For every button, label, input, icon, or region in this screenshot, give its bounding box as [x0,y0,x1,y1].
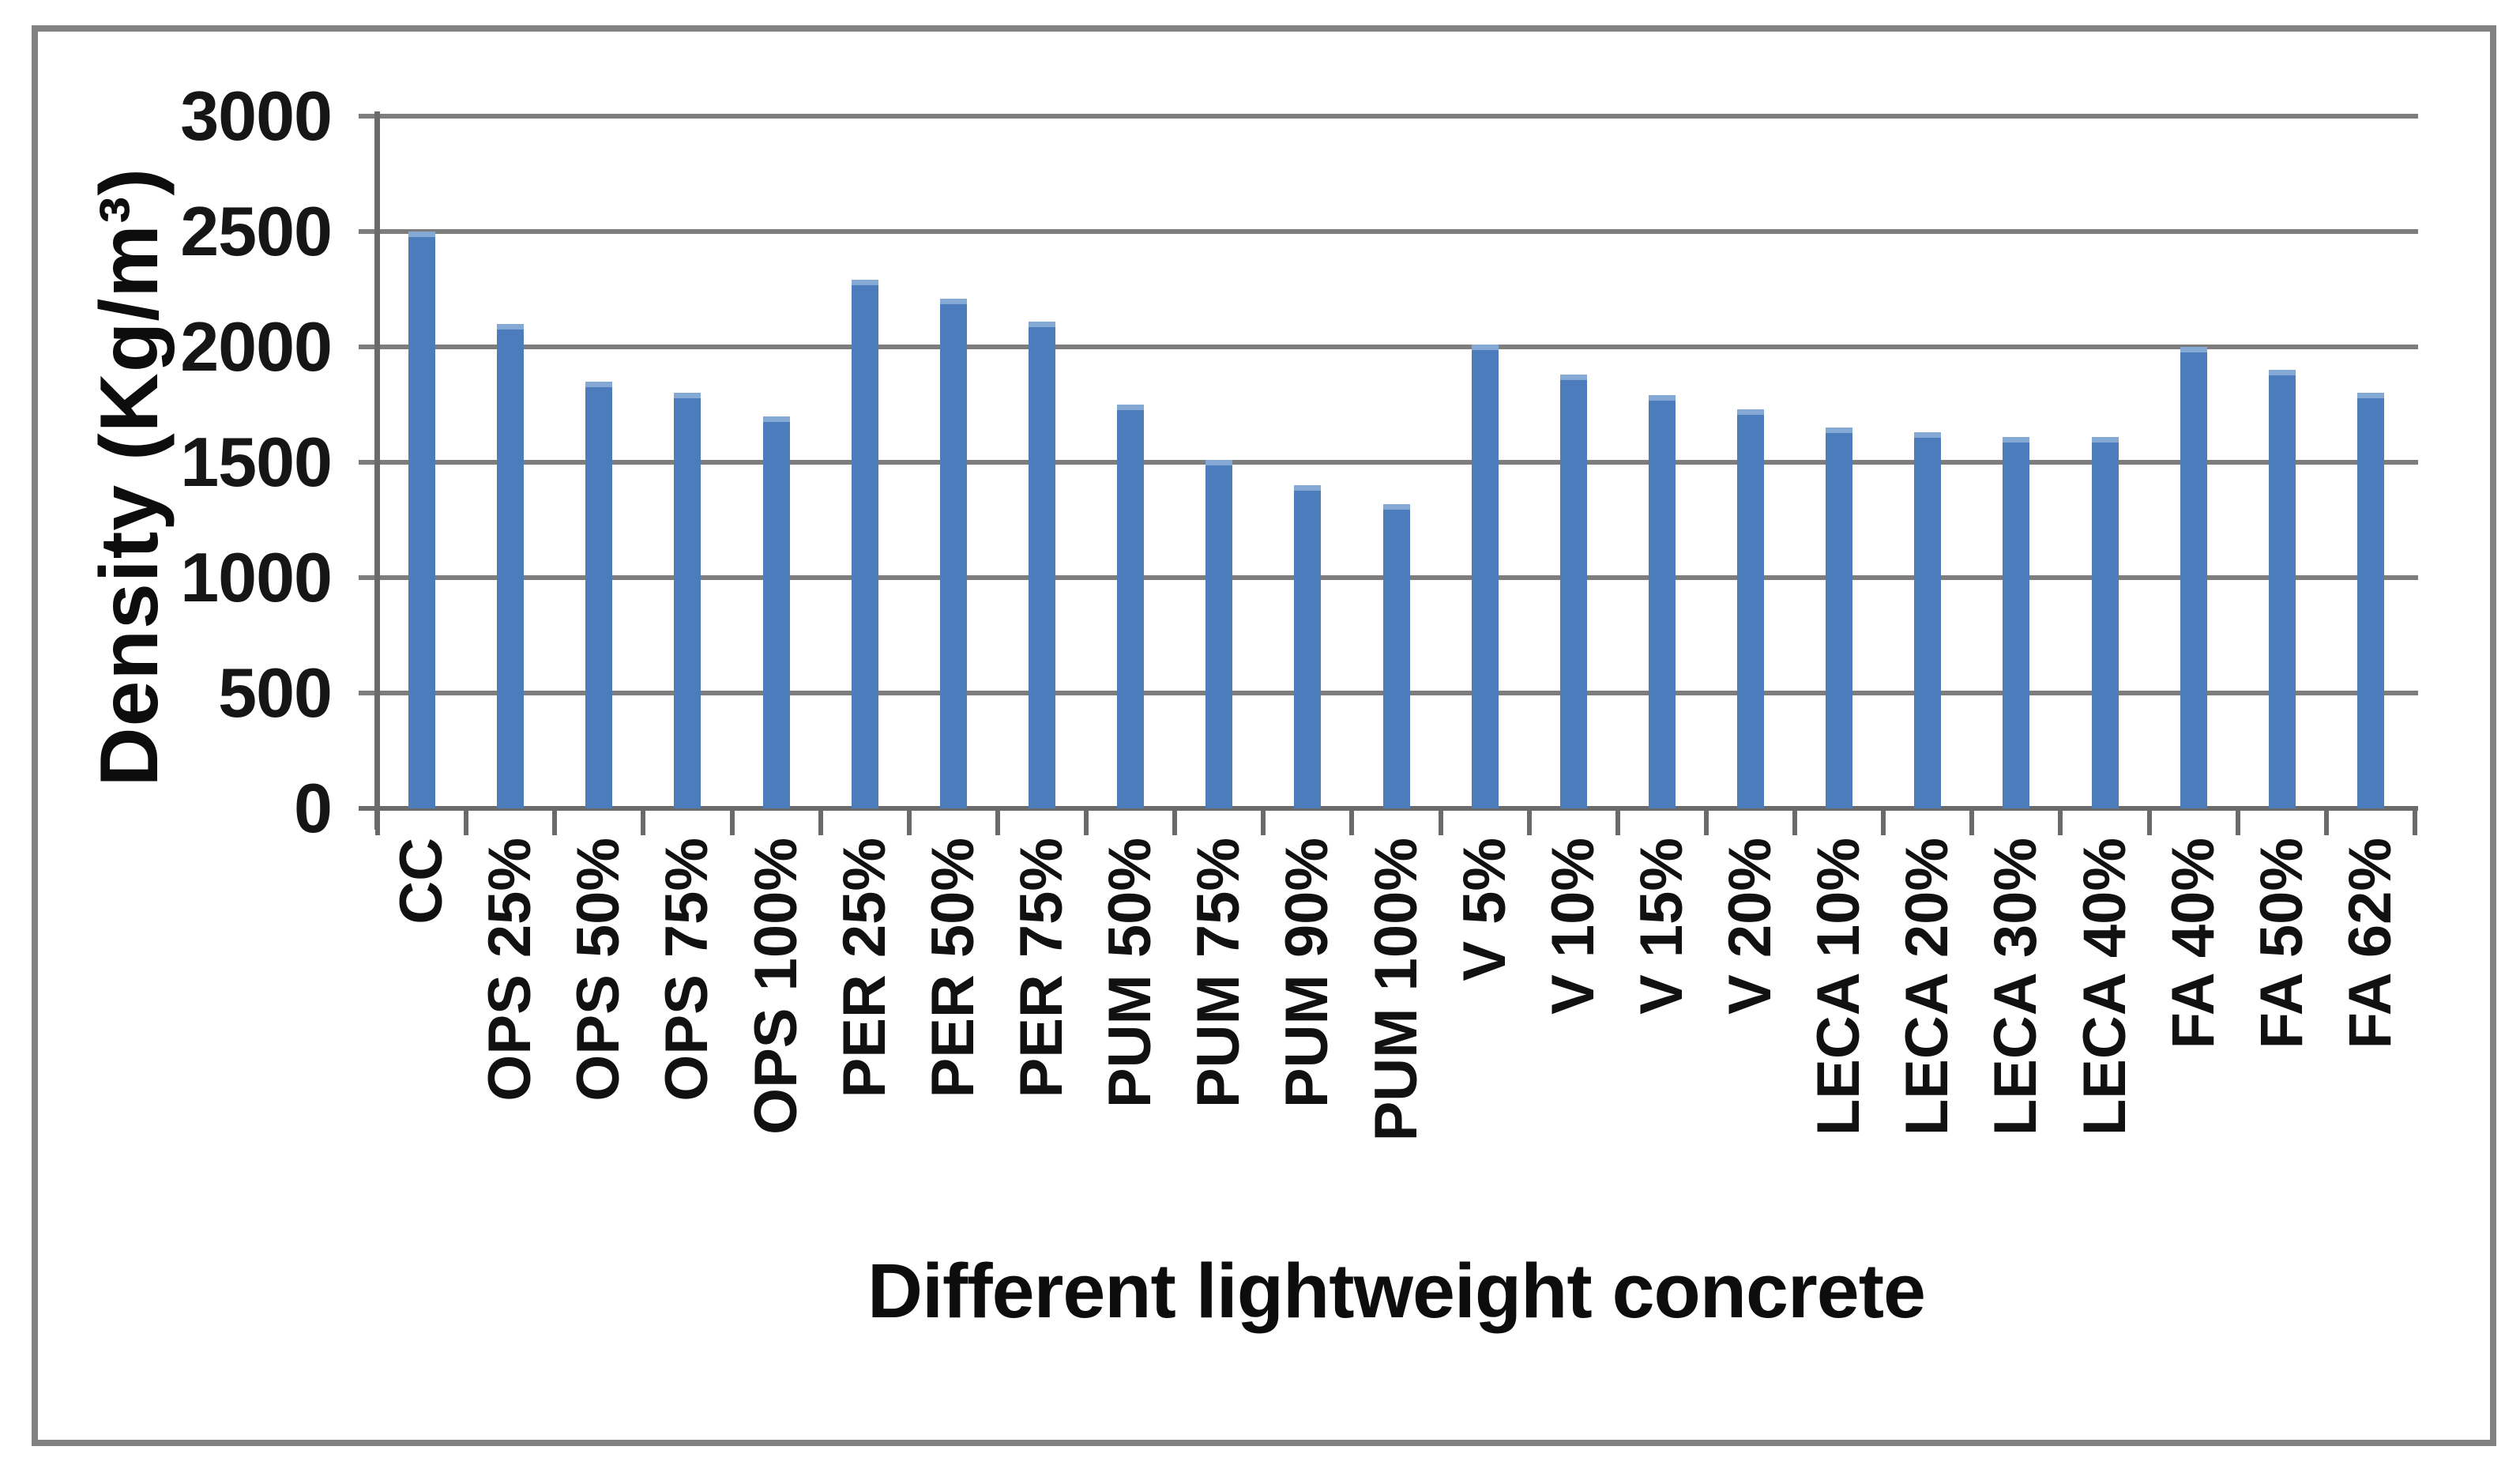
bar [2091,437,2119,808]
category-label: FA 40% [2159,838,2227,1049]
bar [585,382,613,808]
x-axis-title: Different lightweight concrete [867,1248,1926,1334]
x-tick [1615,808,1620,835]
x-tick [1084,808,1089,835]
bar [1294,485,1322,808]
x-tick [1703,808,1709,835]
category-label: PUM 100% [1362,838,1430,1142]
category-label: CC [388,838,456,925]
bar [1914,432,1942,808]
category-label: LECA 10% [1805,838,1873,1136]
category-label: PUM 50% [1096,838,1164,1109]
y-tick-label: 2500 [180,192,333,270]
gridline [359,460,2418,465]
bar [1648,395,1676,808]
x-tick [641,808,646,835]
bar [762,416,790,808]
bar [408,232,436,808]
x-tick [1261,808,1266,835]
category-label: PER 75% [1007,838,1075,1098]
gridline [359,229,2418,234]
gridline [359,345,2418,349]
x-tick [375,808,380,835]
bar [1559,375,1587,808]
x-tick [818,808,823,835]
x-tick [2235,808,2240,835]
bar [939,299,967,808]
bar [1471,345,1499,808]
x-tick [1526,808,1532,835]
x-tick [552,808,558,835]
bar [1028,322,1055,808]
category-label: PER 25% [830,838,898,1098]
bar [1826,428,1853,808]
y-tick-label: 2000 [180,307,333,386]
y-tick-label: 1500 [180,423,333,501]
x-tick [2146,808,2152,835]
category-label: OPS 25% [476,838,544,1102]
category-label: V 15% [1627,838,1695,1015]
x-tick [1792,808,1798,835]
x-tick [2413,808,2417,835]
bar [1117,405,1145,808]
gridline [359,114,2418,119]
y-tick-label: 1000 [180,538,333,616]
category-label: LECA 20% [1894,838,1961,1136]
x-axis-line [359,806,2418,811]
category-label: V 10% [1539,838,1607,1015]
category-label: PUM 75% [1185,838,1253,1109]
x-tick [995,808,1000,835]
category-label: FA 50% [2247,838,2315,1049]
category-label: OPS 50% [565,838,633,1102]
category-label: OPS 75% [653,838,721,1102]
y-axis-line [374,111,380,830]
x-tick [464,808,469,835]
figure-border [32,25,2496,1446]
y-tick-label: 0 [294,769,333,847]
bar [851,280,878,808]
bar [2003,437,2030,808]
category-label: LECA 30% [1982,838,2050,1136]
bar [2268,370,2296,808]
x-tick [2323,808,2329,835]
x-tick [1969,808,1975,835]
y-tick-label: 3000 [180,77,333,155]
y-tick-label: 500 [218,654,333,732]
category-label: PER 50% [919,838,987,1098]
category-label: V 20% [1717,838,1785,1015]
category-label: LECA 40% [2071,838,2138,1136]
x-tick [906,808,912,835]
x-tick [729,808,735,835]
bar [2356,393,2384,808]
category-label: OPS 100% [742,838,810,1135]
bar [1737,409,1765,808]
x-tick [1349,808,1355,835]
bar [2180,347,2207,808]
bar [674,393,701,808]
x-tick [1172,808,1178,835]
category-label: PUM 90% [1273,838,1341,1109]
x-tick [1881,808,1886,835]
category-label: V 5% [1450,838,1518,981]
x-tick [2058,808,2063,835]
category-label: FA 62% [2336,838,2404,1049]
bar [497,324,525,808]
bar [1205,460,1233,808]
x-tick [1438,808,1443,835]
bar [1382,504,1410,808]
